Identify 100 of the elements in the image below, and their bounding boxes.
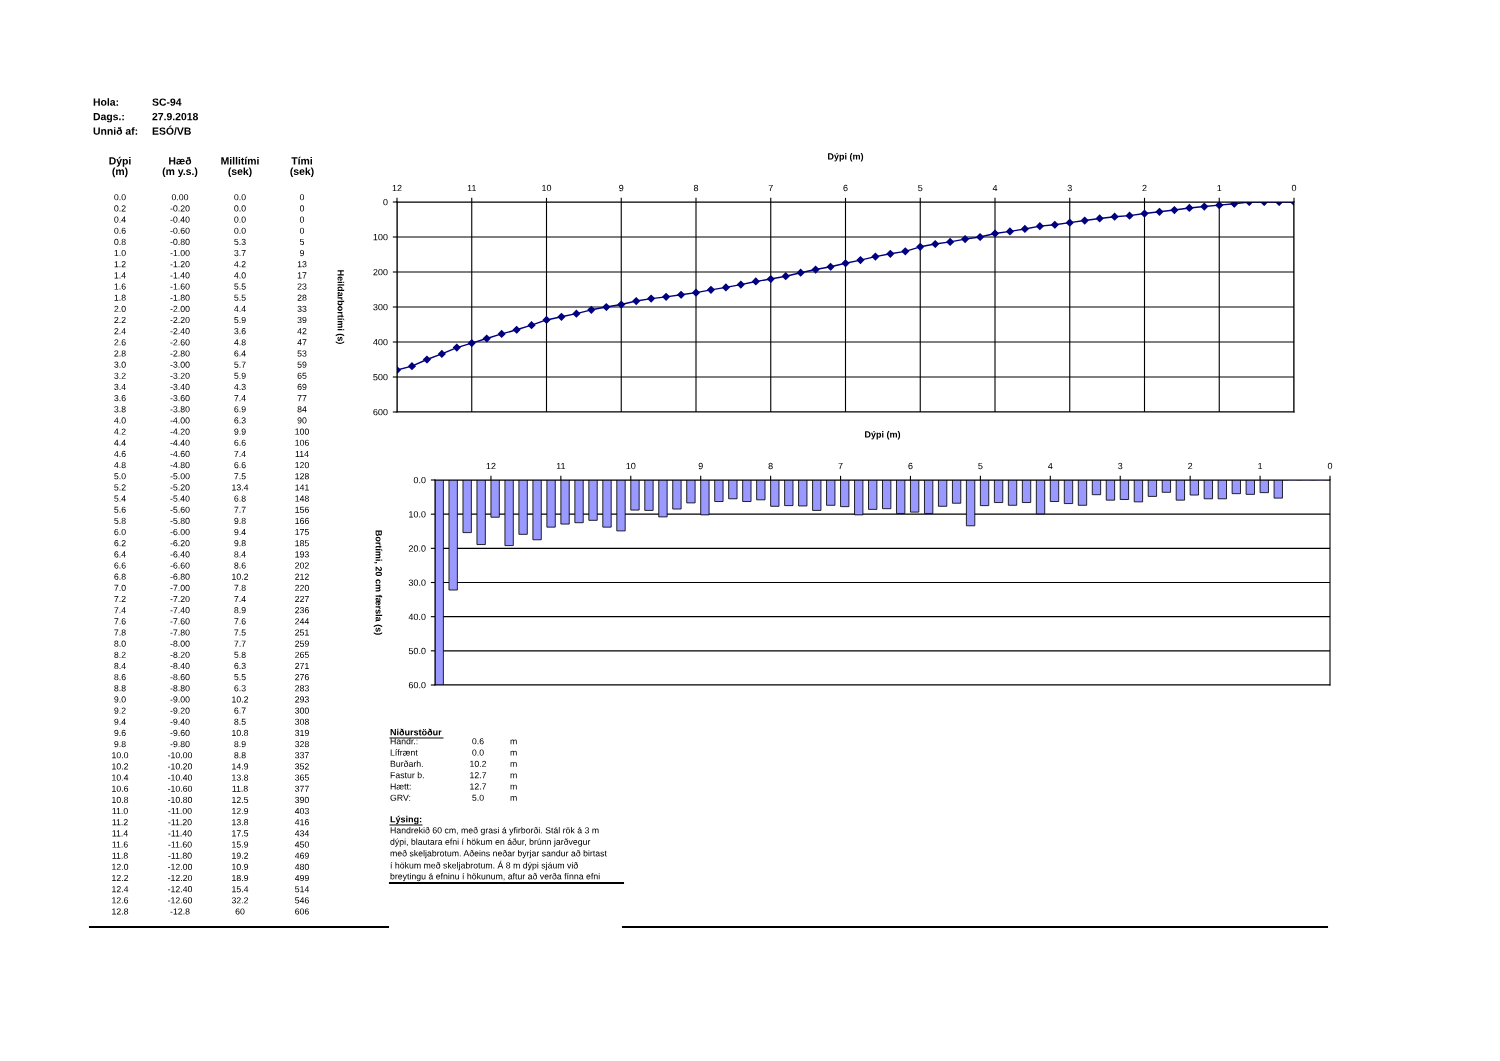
text: -7.60 <box>170 618 190 625</box>
text: 6.8 <box>234 495 246 502</box>
text: 7.6 <box>234 618 246 625</box>
text: 3.6 <box>234 328 246 335</box>
text: -8.20 <box>170 651 190 658</box>
text: 10.2 <box>470 760 487 767</box>
text: -1.60 <box>170 283 190 290</box>
text: 6.7 <box>234 707 246 714</box>
text: -7.40 <box>170 607 190 614</box>
text: 10.6 <box>112 785 129 792</box>
text: 17 <box>297 272 307 279</box>
text: -6.80 <box>170 573 190 580</box>
y-tick-label: 20.0 <box>408 545 426 552</box>
text: -11.00 <box>168 807 192 815</box>
text: 27.9.2018 <box>152 112 199 121</box>
text: 480 <box>294 863 309 870</box>
text: 69 <box>297 383 307 391</box>
text: 606 <box>295 908 309 915</box>
text: -10.20 <box>167 763 193 770</box>
text: 10.4 <box>112 774 129 781</box>
x-axis-title: Dýpi (m) <box>828 152 864 162</box>
text: 148 <box>295 495 309 502</box>
text: 6.0 <box>114 528 126 536</box>
text: 8.2 <box>114 651 126 658</box>
text: 9.8 <box>114 740 126 748</box>
text: 53 <box>297 350 307 357</box>
y-tick-label: 30.0 <box>408 579 426 586</box>
text: 0.0 <box>234 227 246 234</box>
text: 7.0 <box>114 584 126 591</box>
x-tick-label: 0 <box>1327 462 1333 470</box>
y-tick-label: 40.0 <box>408 613 426 621</box>
text: -2.20 <box>170 316 190 324</box>
text: -8.80 <box>170 685 190 692</box>
y-tick-label: 200 <box>373 268 388 276</box>
text: 0.0 <box>234 216 246 223</box>
text: 5.6 <box>114 506 126 513</box>
text: 8.9 <box>234 740 246 748</box>
x-tick-label: 1 <box>1258 462 1263 470</box>
text: 7.4 <box>234 450 246 457</box>
text: 4.8 <box>114 461 126 469</box>
text: -10.40 <box>167 774 193 781</box>
text: 84 <box>297 406 307 413</box>
text: 32.2 <box>231 897 249 904</box>
text: 4.6 <box>114 450 126 458</box>
text: 5.7 <box>234 361 246 368</box>
text: 47 <box>297 339 307 346</box>
text: 8.0 <box>114 640 126 647</box>
text: 9.4 <box>234 528 246 536</box>
text: 10.8 <box>112 796 129 803</box>
text: 0.6 <box>472 738 484 745</box>
text: 60 <box>235 908 245 915</box>
text: 4.8 <box>234 339 246 346</box>
text: m <box>510 784 517 790</box>
text: 114 <box>295 450 309 457</box>
x-tick-label: 0 <box>1291 184 1297 192</box>
text: 14.9 <box>232 763 249 770</box>
text: 0.6 <box>114 227 126 234</box>
text: 11.8 <box>232 785 248 792</box>
text: -10.80 <box>167 796 193 803</box>
text: Fastur b. <box>390 771 424 779</box>
text: -6.40 <box>170 551 190 558</box>
x-tick-label: 10 <box>626 462 636 470</box>
text: 12.4 <box>112 886 129 893</box>
text: 3.7 <box>234 249 246 257</box>
text: -1.80 <box>170 294 190 301</box>
text: m <box>510 739 517 745</box>
text: -1.20 <box>170 261 190 268</box>
text: 12.0 <box>112 863 129 870</box>
text: 9 <box>299 249 305 257</box>
text: 9.8 <box>234 517 246 524</box>
text: 90 <box>297 417 307 424</box>
text: -9.40 <box>170 718 190 725</box>
text: 5 <box>299 238 305 245</box>
x-tick-label: 12 <box>486 462 496 470</box>
text: -12.40 <box>167 886 193 893</box>
text: 308 <box>295 718 309 725</box>
text: 3.0 <box>114 361 126 368</box>
text: -0.20 <box>170 205 190 212</box>
text: 6.8 <box>114 573 126 580</box>
text: -8.60 <box>170 674 190 681</box>
text: 4.4 <box>114 439 126 446</box>
text: 10.2 <box>232 696 249 703</box>
text: -7.20 <box>170 595 190 603</box>
text: 5.3 <box>234 238 246 245</box>
text: 4.2 <box>234 261 246 268</box>
text: -10.60 <box>167 785 193 792</box>
text: ESÓ/VB <box>152 125 191 135</box>
text: 7.6 <box>114 618 126 625</box>
y-tick-label: 100 <box>373 233 388 241</box>
text: 65 <box>297 372 307 379</box>
x-tick-label: 11 <box>467 184 476 192</box>
text: 0 <box>299 216 305 223</box>
text: -11.80 <box>168 852 192 859</box>
text: 352 <box>295 763 309 770</box>
text: 7.7 <box>234 506 246 513</box>
text: 9.6 <box>114 729 126 737</box>
text: 0.0 <box>114 194 126 201</box>
x-tick-label: 1 <box>1217 184 1222 192</box>
text: Dýpi (m) <box>109 156 131 178</box>
text: 6.6 <box>234 439 246 446</box>
